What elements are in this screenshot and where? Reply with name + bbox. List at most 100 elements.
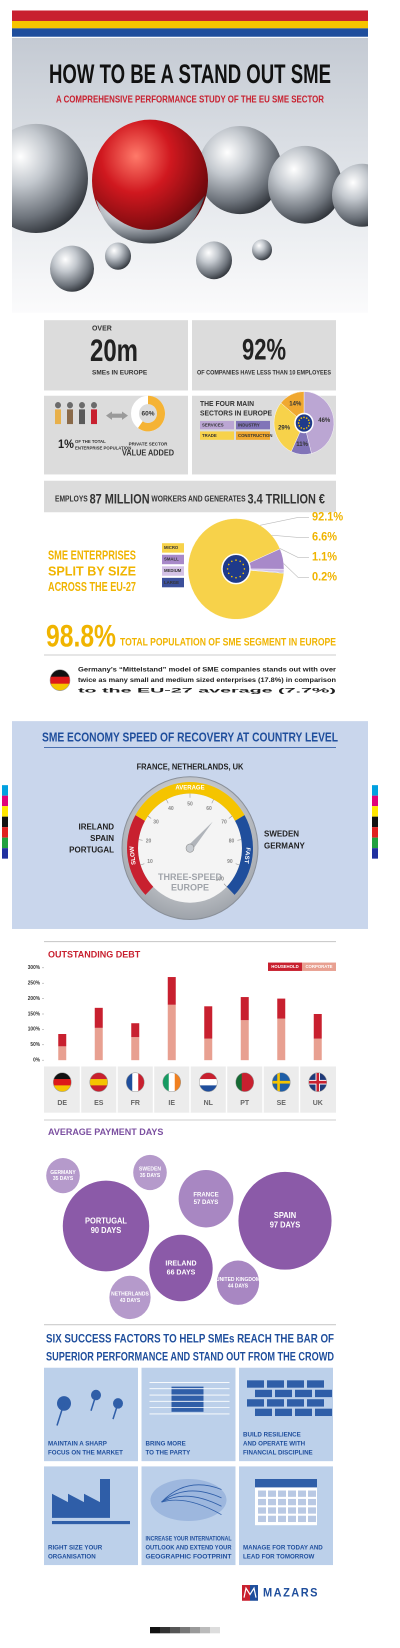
bubble-label: IRELAND (165, 1258, 196, 1267)
label: to the EU-27 average (7.7%) (78, 687, 336, 694)
bar-segment (277, 1018, 286, 1061)
label: FRANCE, NETHERLANDS, UK (137, 762, 244, 771)
eu-star (239, 560, 241, 563)
legend-label: CORPORATE (305, 964, 332, 969)
factor-label: LEAD FOR TOMORROW (243, 1553, 314, 1560)
eu-star (303, 427, 305, 430)
bar-segment (240, 997, 249, 1021)
eu-star (231, 575, 233, 578)
flag-stripe (53, 1079, 72, 1086)
eu-star (297, 422, 300, 424)
label: VALUE ADDED (122, 449, 174, 458)
label: TOTAL POPULATION OF SME SEGMENT IN EUROP… (120, 636, 336, 648)
bubble-label: FRANCE (193, 1191, 218, 1198)
icon (255, 1479, 317, 1488)
flag-stripe (53, 1072, 72, 1080)
section-title: SUPERIOR PERFORMANCE AND STAND OUT FROM … (46, 1350, 334, 1363)
icon (298, 1498, 306, 1506)
icon (288, 1490, 296, 1497)
bubble-label: PORTUGAL (85, 1216, 127, 1225)
dial-tick-label: 10 (147, 859, 153, 865)
stat-box (44, 480, 336, 513)
icon (268, 1507, 276, 1514)
hero-image (12, 37, 368, 313)
factor-label: MANAGE FOR TODAY AND (243, 1544, 323, 1551)
factor-label: MAINTAIN A SHARP (48, 1440, 108, 1447)
stripe (12, 20, 368, 29)
legend-swatch (268, 962, 302, 971)
eu-star (235, 576, 237, 579)
dial-tick (211, 799, 214, 804)
label: 1% (58, 439, 74, 451)
icon (278, 1490, 286, 1497)
icon (298, 1490, 306, 1497)
eu-star (242, 572, 245, 575)
dial-zone (226, 815, 253, 895)
stat-box (44, 395, 188, 475)
flag-stripe (126, 1072, 133, 1092)
eu-star (298, 425, 301, 427)
legend-label: INDUSTRY (238, 422, 260, 427)
label: PORTUGAL (69, 845, 114, 854)
dial-tick (237, 839, 242, 841)
dial-tick-label: 20 (146, 839, 152, 845)
dial-tick-label: 90 (227, 859, 233, 865)
flag-rim (308, 1072, 327, 1092)
flag-stripe (89, 1072, 108, 1080)
label: Germany’s “Mittelstand” model of SME com… (78, 666, 337, 673)
data-label: 57 DAYS (194, 1199, 219, 1206)
icon (268, 1515, 276, 1523)
logo-mark (243, 1586, 257, 1598)
bar-segment (58, 1034, 67, 1047)
icon (307, 1380, 324, 1388)
logo-text: MAZARS (263, 1587, 319, 1599)
data-label: 0.2% (312, 571, 337, 583)
employs-part: WORKERS AND GENERATES (150, 495, 248, 504)
x-tick-label: PT (240, 1099, 250, 1107)
bar-segment (94, 1027, 103, 1061)
y-tick-label: 0% (33, 1057, 41, 1063)
eu-star (307, 419, 310, 422)
label: twice as many small and medium sized ent… (78, 677, 336, 684)
stat-box (192, 320, 336, 391)
dial-tick (223, 883, 227, 887)
registration-marks (2, 785, 378, 859)
y-tick-label: 300% (28, 965, 41, 971)
flag-stripe (199, 1085, 218, 1092)
label: THE FOUR MAIN (200, 401, 254, 408)
bar-segment (131, 1037, 140, 1061)
flag-rim (53, 1072, 72, 1092)
chart-title: SME ENTERPRISES (48, 548, 136, 562)
factor-label: FOCUS ON THE MARKET (48, 1449, 123, 1456)
data-label: 35 DAYS (53, 1176, 74, 1182)
bubble (178, 1170, 234, 1228)
icon (278, 1498, 286, 1506)
icon (278, 1515, 286, 1523)
eu-star (242, 563, 245, 566)
legend-swatch (236, 420, 270, 430)
pie-slice (273, 402, 305, 452)
employs-part: 87 MILLION (90, 491, 150, 506)
legend-label: SERVICES (202, 422, 224, 427)
legend-label: MEDIUM (164, 568, 182, 573)
dial-tick (140, 863, 145, 866)
bar-segment (204, 1038, 213, 1061)
chart-title: OUTSTANDING DEBT (48, 950, 141, 960)
x-tick-label: SE (277, 1099, 287, 1107)
data-label: 90 DAYS (91, 1226, 122, 1235)
flag-stripe (53, 1085, 72, 1092)
logo-mark (250, 1585, 258, 1601)
y-tick-label: 150% (28, 1011, 41, 1017)
data-label: 66 DAYS (167, 1267, 196, 1276)
legend-swatch (302, 962, 336, 971)
leader-line (279, 548, 309, 558)
flag-stripe (247, 1072, 254, 1092)
stripe (12, 10, 368, 21)
icon (57, 1396, 71, 1411)
section-title: SIX SUCCESS FACTORS TO HELP SMEs REACH T… (46, 1332, 334, 1345)
icon (255, 1408, 272, 1417)
flag-stripe (50, 683, 70, 691)
bubble (133, 1154, 167, 1191)
data-label: 44 DAYS (228, 1283, 249, 1289)
flag-stripe (174, 1072, 181, 1092)
